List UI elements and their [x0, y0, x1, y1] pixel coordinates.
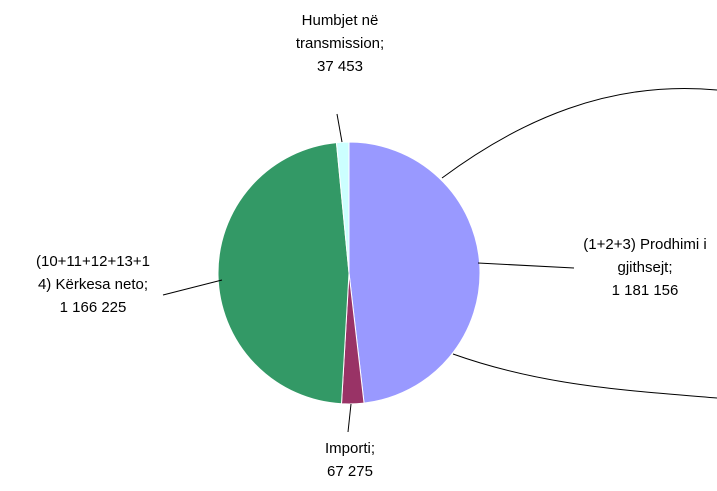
slice-label-production: (1+2+3) Prodhimi i gjithsejt; 1 181 156	[583, 236, 707, 299]
leader-line-net-demand	[162, 279, 223, 296]
slice-label-net-demand: (10+11+12+13+1 4) Kërkesa neto; 1 166 22…	[35, 253, 150, 316]
leader-line-losses	[336, 113, 343, 143]
slice-label-import: Importi; 67 275	[324, 440, 375, 480]
connector-line-top	[441, 87, 717, 179]
pie-slice-losses	[335, 141, 350, 274]
pie-slice-net-demand	[217, 142, 350, 405]
leader-line-production	[477, 262, 575, 269]
leader-line-import	[347, 403, 352, 433]
pie-slice-production	[348, 141, 481, 404]
slice-label-losses: Humbjet në transmission; 37 453	[295, 12, 385, 75]
connector-line-bottom	[452, 353, 717, 399]
